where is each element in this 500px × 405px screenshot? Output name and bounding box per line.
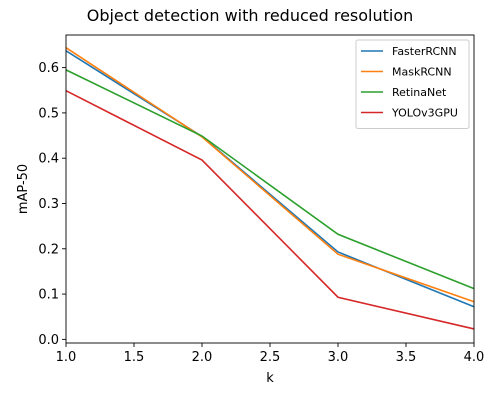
y-tick-label: 0.2 [38,242,59,257]
series-line-yolov3gpu [65,89,475,330]
x-axis-label: k [266,371,274,386]
ticks: 1.0 1.5 2.0 2.5 3.0 3.5 4.0 0.0 0.1 0.2 0.3 0.4 0.5 0… [38,61,484,365]
series-line-maskrcnn [65,47,475,303]
x-tick-label: 1.5 [124,350,145,365]
x-tick-label: 3.5 [396,350,417,365]
y-axis-label: mAP-50 [16,164,31,214]
legend-label: MaskRCNN [392,66,452,79]
y-tick-label: 0.0 [38,333,59,348]
series-line-fasterrcnn [65,50,475,308]
legend-box [355,39,470,129]
y-tick-label: 0.4 [38,152,59,167]
chart-title: Object detection with reduced resolution [86,6,414,25]
plot-lines [65,47,475,330]
series-line-retinanet [65,69,475,290]
y-tick-label: 0.6 [38,61,59,76]
legend-label: YOLOv3GPU [391,107,458,120]
x-tick-label: 4.0 [464,350,485,365]
y-tick-label: 0.1 [38,288,59,303]
y-tick-label: 0.3 [38,197,59,212]
legend-label: FasterRCNN [392,45,457,58]
x-tick-label: 1.0 [56,350,77,365]
x-tick-label: 2.0 [192,350,213,365]
legend: FasterRCNN MaskRCNN RetinaNet YOLOv3GPU [355,39,470,129]
y-tick-label: 0.5 [38,106,59,121]
x-tick-label: 3.0 [328,350,349,365]
x-tick-label: 2.5 [260,350,281,365]
legend-label: RetinaNet [392,86,447,99]
